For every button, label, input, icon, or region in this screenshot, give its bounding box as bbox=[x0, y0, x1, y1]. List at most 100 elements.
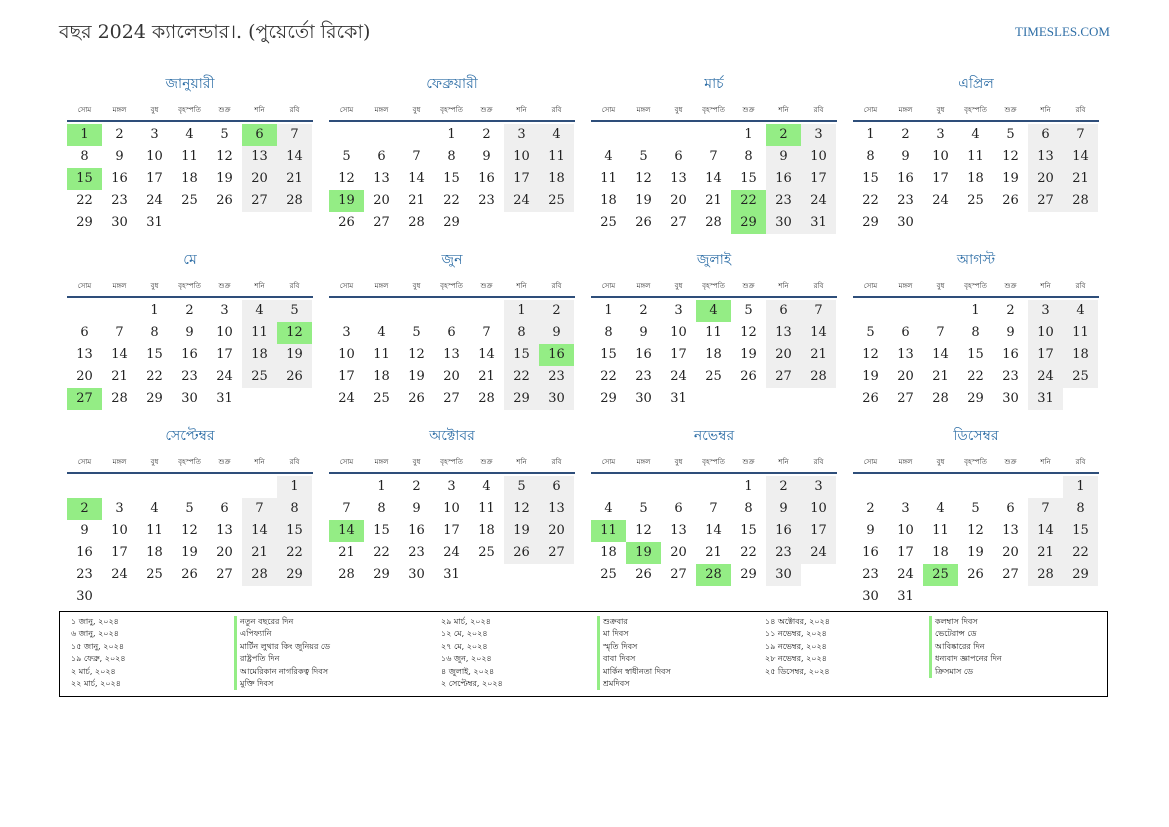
day-cell: 22 bbox=[373, 545, 390, 560]
month-name: আগস্ট bbox=[956, 252, 996, 268]
weekday-header: সোম মঙ্গল বুধ বৃহস্পতি শুক্র শনি রবি bbox=[67, 456, 313, 474]
day-cell: 9 bbox=[1006, 325, 1015, 340]
weekday-label: রবি bbox=[1075, 106, 1086, 114]
day-cell: 31 bbox=[443, 567, 460, 582]
day-cell: 5 bbox=[971, 501, 980, 516]
day-cell: 5 bbox=[220, 127, 229, 142]
month-calendar: নভেম্বর সোম মঙ্গল বুধ বৃহস্পতি শুক্র শনি রবি 1 2 3… bbox=[591, 426, 837, 598]
holiday-day-cell: 29 bbox=[731, 212, 766, 234]
month-name: অক্টোবর bbox=[429, 428, 475, 444]
day-cell: 1 bbox=[504, 300, 539, 322]
holiday-date: ১৬ জুন, ২০২৪ bbox=[441, 654, 492, 664]
month-name: নভেম্বর bbox=[693, 428, 735, 444]
day-cell: 3 bbox=[342, 325, 351, 340]
day-cell: 23 bbox=[111, 193, 128, 208]
day-cell: 7 bbox=[801, 300, 836, 322]
weekday-label: বুধ bbox=[412, 282, 421, 290]
day-cell: 25 bbox=[600, 215, 617, 230]
day-cell: 10 bbox=[897, 523, 914, 538]
day-cell: 1 bbox=[744, 127, 753, 142]
day-cell: 22 bbox=[146, 369, 163, 384]
day-cell: 11 bbox=[600, 171, 617, 186]
holiday-day-cell: 15 bbox=[67, 168, 102, 190]
day-cell: 14 bbox=[932, 347, 949, 362]
weekday-label: সোম bbox=[601, 106, 616, 114]
day-cell: 16 bbox=[408, 523, 425, 538]
day-cell: 23 bbox=[862, 567, 879, 582]
day-cell: 7 bbox=[342, 501, 351, 516]
day-cell: 25 bbox=[1063, 366, 1098, 388]
day-cell: 27 bbox=[897, 391, 914, 406]
day-cell: 17 bbox=[146, 171, 163, 186]
weekday-label: বুধ bbox=[936, 458, 945, 466]
day-cell: 24 bbox=[443, 545, 460, 560]
day-cell: 23 bbox=[897, 193, 914, 208]
holiday-date: ২৮ নভেম্বর, ২০২৪ bbox=[765, 654, 827, 664]
weekday-label: রবি bbox=[1075, 458, 1086, 466]
month-calendar: ফেব্রুয়ারী সোম মঙ্গল বুধ বৃহস্পতি শুক্র শনি রব… bbox=[329, 74, 575, 246]
weekday-label: সোম bbox=[863, 282, 878, 290]
day-cell: 7 bbox=[115, 325, 124, 340]
day-cell: 28 bbox=[801, 366, 836, 388]
weekday-label: সোম bbox=[601, 282, 616, 290]
day-cell: 12 bbox=[967, 523, 984, 538]
day-cell: 7 bbox=[277, 124, 312, 146]
holiday-name-column: নতুন বছরের দিন এপিফ্যানি মার্টিন লুথার কিং… bbox=[234, 616, 330, 691]
day-cell: 9 bbox=[866, 523, 875, 538]
day-cell: 23 bbox=[181, 369, 198, 384]
day-cell: 1 bbox=[150, 303, 159, 318]
weekday-label: বৃহস্পতি bbox=[178, 282, 201, 290]
holiday-date: ১১ নভেম্বর, ২০২৪ bbox=[765, 629, 827, 639]
weekday-label: শনি bbox=[778, 106, 789, 114]
day-cell: 26 bbox=[967, 567, 984, 582]
day-cell: 15 bbox=[862, 171, 879, 186]
weekday-label: বুধ bbox=[674, 106, 683, 114]
weekday-label: সোম bbox=[77, 106, 92, 114]
day-cell: 20 bbox=[373, 193, 390, 208]
day-cell: 13 bbox=[1028, 146, 1063, 168]
month-name: ডিসেম্বর bbox=[953, 428, 999, 444]
day-cell: 1 bbox=[377, 479, 386, 494]
day-cell: 24 bbox=[932, 193, 949, 208]
day-cell: 16 bbox=[897, 171, 914, 186]
weekday-label: বুধ bbox=[412, 106, 421, 114]
weekday-label: শনি bbox=[254, 106, 265, 114]
day-cell: 8 bbox=[504, 322, 539, 344]
day-cell: 11 bbox=[967, 149, 984, 164]
weekday-header: সোম মঙ্গল বুধ বৃহস্পতি শুক্র শনি রবি bbox=[329, 280, 575, 298]
day-cell: 25 bbox=[705, 369, 722, 384]
weekday-header: সোম মঙ্গল বুধ বৃহস্পতি শুক্র শনি রবি bbox=[853, 280, 1099, 298]
day-cell: 29 bbox=[504, 388, 539, 410]
day-cell: 25 bbox=[539, 190, 574, 212]
day-cell: 21 bbox=[705, 193, 722, 208]
weekday-header: সোম মঙ্গল বুধ বৃহস্পতি শুক্র শনি রবি bbox=[67, 104, 313, 122]
month-name: মে bbox=[183, 252, 197, 268]
weekday-label: শুক্র bbox=[742, 282, 755, 290]
site-link[interactable]: TIMESLES.COM bbox=[1015, 24, 1110, 39]
day-cell: 22 bbox=[443, 193, 460, 208]
day-cell: 27 bbox=[1002, 567, 1019, 582]
day-cell: 5 bbox=[1006, 127, 1015, 142]
day-cell: 9 bbox=[539, 322, 574, 344]
day-cell: 23 bbox=[76, 567, 93, 582]
weekday-label: বুধ bbox=[412, 458, 421, 466]
holiday-date: ১৯ ফেব্রু, ২০২৪ bbox=[71, 654, 126, 664]
holiday-date: ২ মার্চ, ২০২৪ bbox=[71, 666, 116, 676]
weekday-label: রবি bbox=[551, 106, 562, 114]
holiday-day-cell: 12 bbox=[277, 322, 312, 344]
weekday-label: রবি bbox=[289, 282, 300, 290]
day-cell: 23 bbox=[635, 369, 652, 384]
weekday-header: সোম মঙ্গল বুধ বৃহস্পতি শুক্র শনি রবি bbox=[329, 456, 575, 474]
day-cell: 16 bbox=[766, 520, 801, 542]
weekday-label: শনি bbox=[1040, 106, 1051, 114]
holiday-day-cell: 2 bbox=[67, 498, 102, 520]
day-cell: 15 bbox=[373, 523, 390, 538]
weekday-label: মঙ্গল bbox=[898, 282, 913, 290]
day-cell: 21 bbox=[111, 369, 128, 384]
weekday-label: বুধ bbox=[936, 282, 945, 290]
day-cell: 9 bbox=[412, 501, 421, 516]
day-cell: 14 bbox=[1028, 520, 1063, 542]
day-cell: 19 bbox=[862, 369, 879, 384]
weekday-label: মঙ্গল bbox=[636, 106, 651, 114]
month-calendar: জুন সোম মঙ্গল বুধ বৃহস্পতি শুক্র শনি রবি 1 2 3 4 5 6 7… bbox=[329, 250, 575, 422]
